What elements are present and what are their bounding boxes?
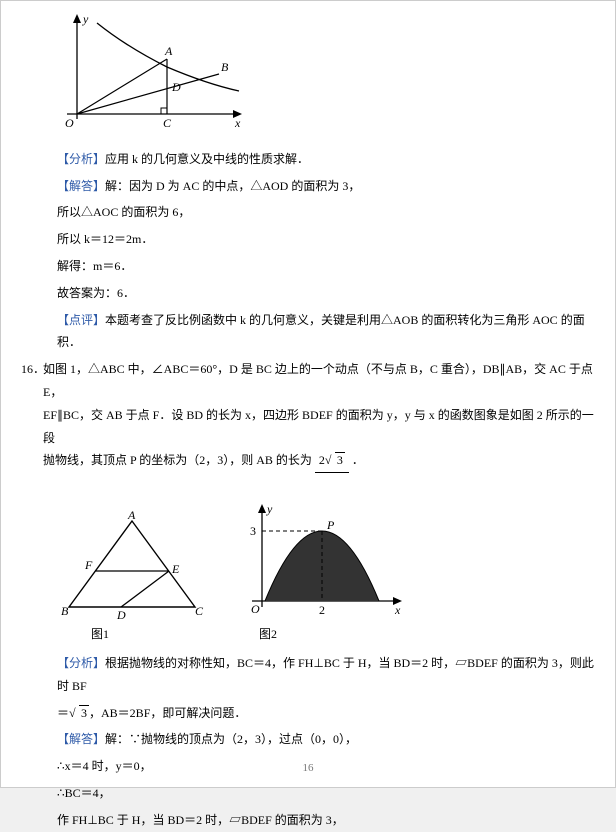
svg-text:P: P bbox=[326, 518, 335, 532]
svg-text:C: C bbox=[195, 604, 204, 618]
analysis-2: 【分析】根据抛物线的对称性知，BC＝4，作 FH⊥BC 于 H，当 BD＝2 时… bbox=[57, 652, 595, 698]
solve-label: 【解答】 bbox=[57, 179, 105, 193]
solve-1-line1: 【解答】解：因为 D 为 AC 的中点，△AOD 的面积为 3， bbox=[57, 175, 595, 198]
axis-y-label: y bbox=[82, 12, 89, 26]
svg-text:F: F bbox=[84, 558, 93, 572]
pt-A: A bbox=[164, 44, 173, 58]
axis-x-label: x bbox=[234, 116, 241, 130]
spacer bbox=[21, 477, 595, 489]
solve-1-line2: 所以△AOC 的面积为 6， bbox=[57, 201, 595, 224]
solve-1-line3: 所以 k＝12＝2m． bbox=[57, 228, 595, 251]
svg-text:y: y bbox=[266, 502, 273, 516]
pt-D: D bbox=[171, 80, 181, 94]
solve-1-line4: 解得：m＝6． bbox=[57, 255, 595, 278]
figure-top: y x O A B D C bbox=[57, 9, 595, 142]
question-16: 16． 如图 1，△ABC 中，∠ABC＝60°，D 是 BC 边上的一个动点（… bbox=[21, 358, 595, 473]
question-number: 16． bbox=[21, 358, 43, 473]
figures-row: A B C F E D y x O P 3 2 bbox=[57, 499, 595, 619]
svg-text:D: D bbox=[116, 608, 126, 619]
pt-B: B bbox=[221, 60, 229, 74]
question-body: 如图 1，△ABC 中，∠ABC＝60°，D 是 BC 边上的一个动点（不与点 … bbox=[43, 358, 595, 473]
svg-text:2: 2 bbox=[319, 603, 325, 617]
svg-text:B: B bbox=[61, 604, 69, 618]
pt-C: C bbox=[163, 116, 172, 130]
figure-2: y x O P 3 2 bbox=[237, 499, 407, 619]
graph-hyperbola: y x O A B D C bbox=[57, 9, 247, 134]
svg-text:E: E bbox=[171, 562, 180, 576]
svg-text:A: A bbox=[127, 509, 136, 522]
figure-captions: 图1 图2 bbox=[91, 623, 595, 646]
analysis-1: 【分析】应用 k 的几何意义及中线的性质求解． bbox=[57, 148, 595, 171]
solve-2-line4: 作 FH⊥BC 于 H，当 BD＝2 时，▱BDEF 的面积为 3， bbox=[57, 809, 595, 832]
figure-1: A B C F E D bbox=[57, 509, 207, 619]
solve-2-line1: 【解答】解：∵抛物线的顶点为（2，3），过点（0，0）， bbox=[57, 728, 595, 751]
document-page: y x O A B D C 【分析】应用 k 的几何意义及中线的性质求解． 【解… bbox=[0, 0, 616, 788]
answer-blank: 23 bbox=[315, 449, 349, 473]
analysis-1-text: 应用 k 的几何意义及中线的性质求解． bbox=[105, 152, 309, 166]
page-number: 16 bbox=[1, 758, 615, 779]
analysis-label: 【分析】 bbox=[57, 152, 105, 166]
svg-text:3: 3 bbox=[250, 524, 256, 538]
origin-label: O bbox=[65, 116, 74, 130]
review-1: 【点评】本题考查了反比例函数中 k 的几何意义，关键是利用△AOB 的面积转化为… bbox=[57, 309, 595, 355]
review-label: 【点评】 bbox=[57, 313, 105, 327]
svg-text:x: x bbox=[394, 603, 401, 617]
analysis-2-line2: ＝3，AB＝2BF，即可解决问题． bbox=[57, 702, 595, 725]
solve-2-line3: ∴BC＝4， bbox=[57, 782, 595, 805]
figure2-caption: 图2 bbox=[259, 623, 277, 646]
solve-1-line5: 故答案为：6． bbox=[57, 282, 595, 305]
svg-text:O: O bbox=[251, 602, 260, 616]
figure1-caption: 图1 bbox=[91, 623, 109, 646]
